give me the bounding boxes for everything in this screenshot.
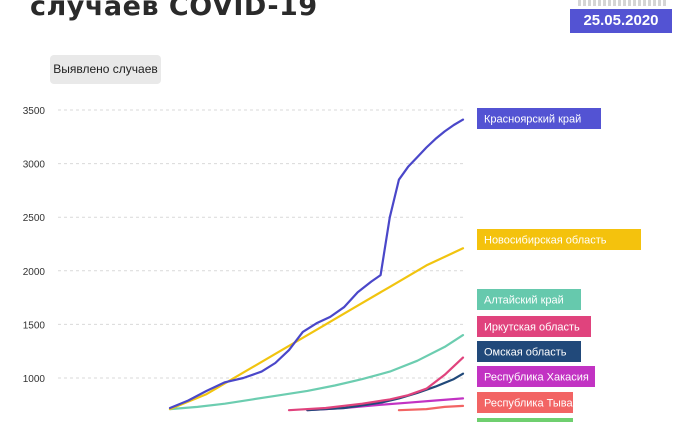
series-line: [397, 404, 465, 412]
series-line: [168, 334, 465, 411]
y-axis-label: Выявлено случаев: [50, 55, 161, 84]
y-tick-label: 2500: [23, 213, 46, 224]
legend-label: Алтайский край: [484, 295, 564, 307]
legend-box: [477, 316, 591, 337]
page-title: случаев COVID-19: [30, 0, 318, 22]
y-tick-label: 1500: [23, 320, 46, 331]
legend-label: Красноярский край: [484, 114, 581, 126]
legend-label: Омская область: [484, 347, 567, 359]
legend-label: Иркутская область: [484, 322, 580, 334]
legend-label: Новосибирская область: [484, 235, 607, 247]
legend-box: [477, 366, 595, 387]
legend-box: [477, 418, 573, 422]
series-line: [168, 118, 465, 410]
legend-label: Республика Тыва: [484, 398, 574, 410]
legend-box: [477, 108, 601, 129]
date-caption: [578, 0, 668, 6]
y-tick-label: 2000: [23, 267, 46, 278]
legend-box: [477, 229, 641, 250]
legend-box: [477, 341, 581, 362]
date-badge: 25.05.2020: [570, 9, 672, 33]
legend-label: Республика Хакасия: [484, 372, 589, 384]
series-line: [168, 247, 465, 411]
series-line: [287, 356, 465, 412]
legend-box: [477, 392, 573, 413]
legend-box: [477, 289, 581, 310]
y-tick-label: 1000: [23, 374, 46, 385]
y-tick-label: 3000: [23, 160, 46, 171]
y-tick-label: 3500: [23, 106, 46, 117]
